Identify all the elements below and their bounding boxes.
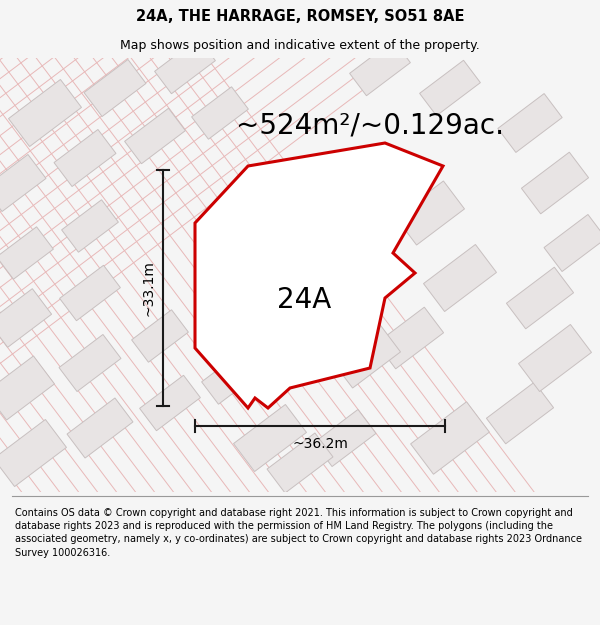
Text: ~33.1m: ~33.1m	[142, 260, 156, 316]
Polygon shape	[54, 129, 116, 186]
Polygon shape	[376, 307, 443, 369]
Text: Map shows position and indicative extent of the property.: Map shows position and indicative extent…	[120, 39, 480, 52]
Text: ~36.2m: ~36.2m	[292, 437, 348, 451]
Polygon shape	[498, 94, 562, 152]
Polygon shape	[67, 398, 133, 458]
Polygon shape	[282, 214, 358, 292]
Polygon shape	[0, 356, 55, 420]
Polygon shape	[0, 154, 46, 211]
Polygon shape	[244, 281, 317, 355]
Polygon shape	[0, 289, 52, 348]
Polygon shape	[59, 334, 121, 391]
Polygon shape	[395, 181, 464, 245]
Polygon shape	[544, 214, 600, 271]
Polygon shape	[487, 382, 554, 444]
Polygon shape	[419, 60, 481, 116]
Text: 24A, THE HARRAGE, ROMSEY, SO51 8AE: 24A, THE HARRAGE, ROMSEY, SO51 8AE	[136, 9, 464, 24]
Polygon shape	[131, 310, 188, 362]
Polygon shape	[84, 59, 146, 116]
Polygon shape	[521, 152, 589, 214]
Polygon shape	[424, 244, 496, 311]
Polygon shape	[233, 404, 307, 471]
Polygon shape	[195, 143, 443, 408]
Polygon shape	[62, 200, 118, 252]
Polygon shape	[314, 409, 376, 466]
Text: ~524m²/~0.129ac.: ~524m²/~0.129ac.	[236, 112, 504, 140]
Polygon shape	[0, 419, 67, 486]
Polygon shape	[8, 79, 82, 146]
Polygon shape	[155, 38, 215, 94]
Polygon shape	[506, 267, 574, 329]
Polygon shape	[0, 227, 53, 279]
Polygon shape	[191, 87, 248, 139]
Polygon shape	[410, 402, 490, 474]
Polygon shape	[125, 108, 185, 164]
Polygon shape	[518, 324, 592, 391]
Polygon shape	[267, 433, 333, 493]
Polygon shape	[59, 265, 121, 321]
Text: 24A: 24A	[277, 286, 332, 314]
Polygon shape	[140, 375, 200, 431]
Polygon shape	[350, 40, 410, 96]
Text: Contains OS data © Crown copyright and database right 2021. This information is : Contains OS data © Crown copyright and d…	[15, 508, 582, 558]
Polygon shape	[319, 308, 401, 388]
Polygon shape	[202, 352, 259, 404]
